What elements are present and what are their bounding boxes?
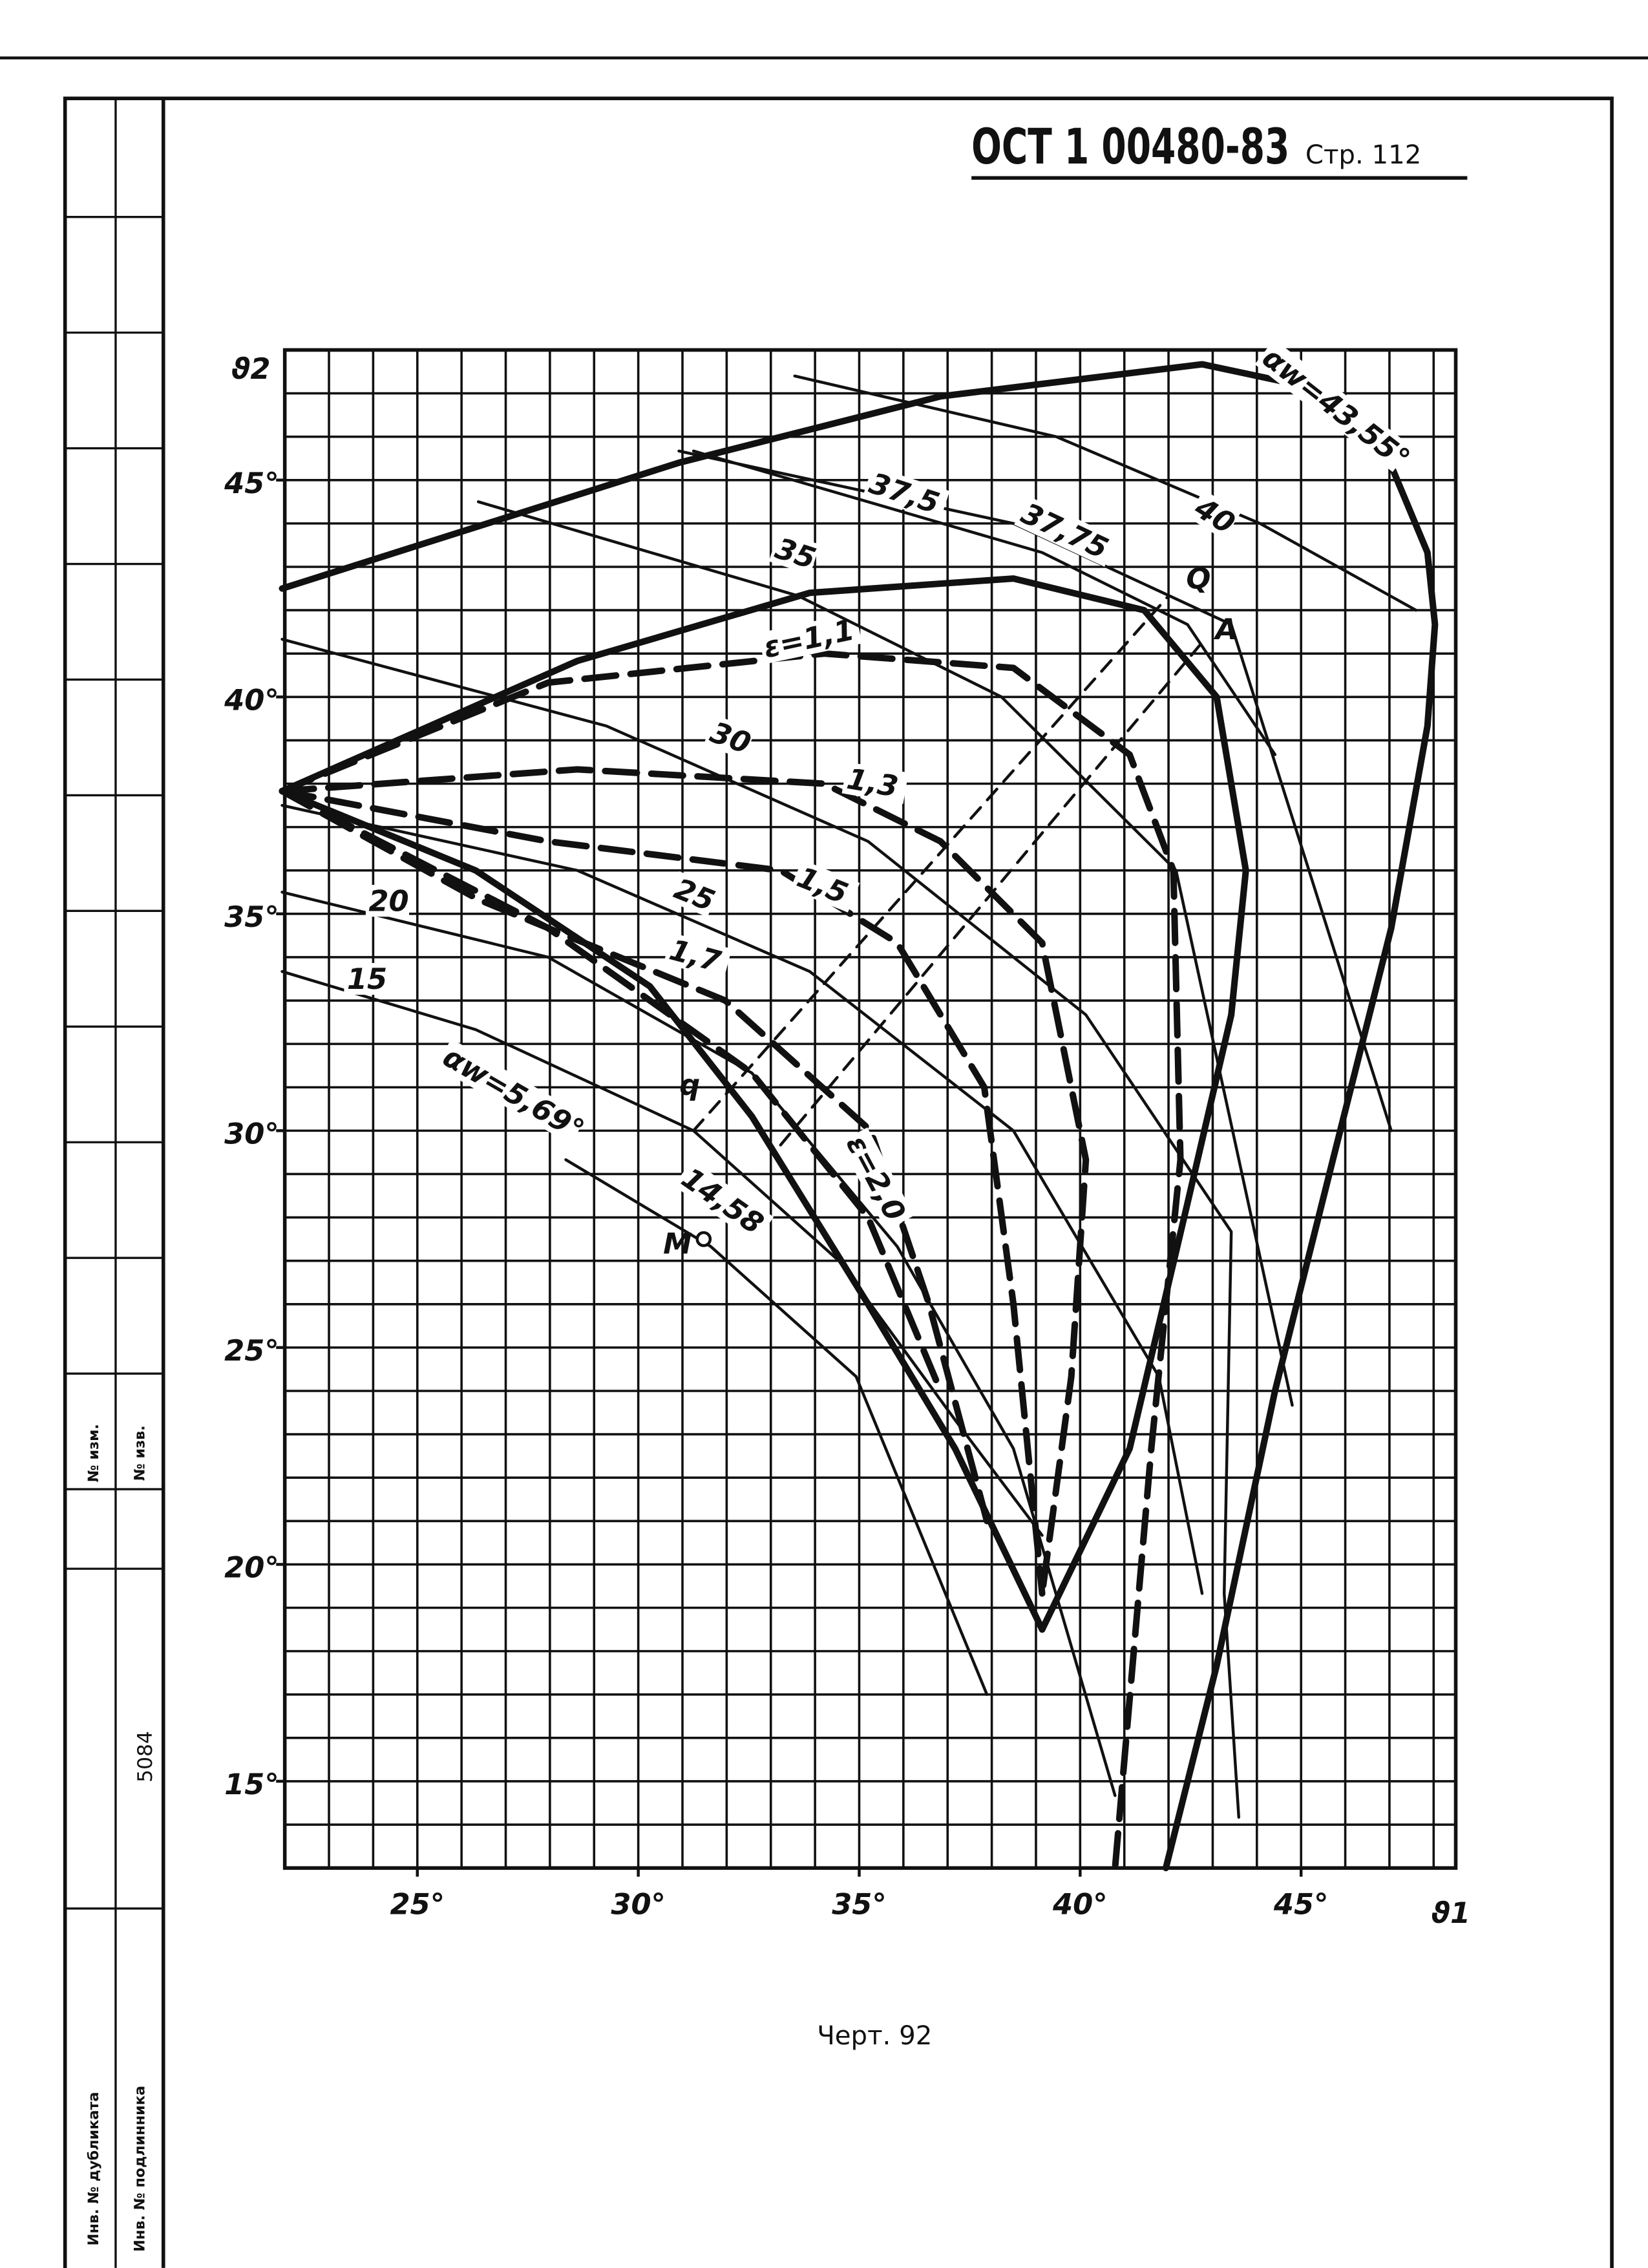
curve	[677, 449, 1393, 1132]
curve	[279, 361, 1439, 1872]
stamp-change: № изв.	[132, 1425, 149, 1481]
x-tick-label: 40°	[1052, 1887, 1108, 1922]
y-tick-label: 20°	[224, 1551, 279, 1585]
label-backdrop	[663, 933, 732, 980]
x-tick-label: 35°	[832, 1887, 887, 1922]
annotation: q	[679, 1068, 700, 1102]
curve	[476, 500, 1294, 1407]
curve-label: 15	[347, 962, 387, 996]
curve-label: 1,3	[845, 761, 901, 804]
label-backdrop	[1187, 489, 1241, 540]
y-tick-label: 25°	[224, 1333, 279, 1368]
y-tick-label: 40°	[224, 683, 279, 717]
curve	[279, 787, 944, 1395]
y-tick-label: 45°	[224, 466, 279, 500]
stamp-duplicate: Инв. № дубликата	[85, 2092, 102, 2245]
stamp-number: 5084	[134, 1731, 157, 1783]
stamp-original: Инв. № подлинника	[132, 2086, 149, 2252]
curve	[280, 637, 1241, 1819]
label-backdrop	[1254, 339, 1413, 472]
label-backdrop	[703, 715, 755, 760]
annotation: A	[1214, 612, 1238, 646]
label-backdrop	[365, 885, 410, 917]
label-backdrop	[768, 531, 820, 575]
curve	[779, 637, 1207, 1147]
label-backdrop	[841, 761, 909, 804]
curve	[279, 787, 991, 1525]
curve	[692, 594, 1170, 1132]
label-backdrop	[790, 860, 860, 913]
curve	[793, 374, 1418, 612]
label-backdrop	[863, 465, 950, 522]
curve	[692, 449, 1277, 756]
y-tick-label: 30°	[224, 1116, 279, 1150]
label-backdrop	[673, 1160, 774, 1244]
label-backdrop	[344, 962, 388, 995]
label-backdrop	[757, 612, 862, 664]
y-tick-label: 15°	[224, 1767, 279, 1801]
curve	[279, 650, 1184, 1872]
label-backdrop	[667, 871, 720, 917]
stamp-change: № изм.	[85, 1424, 102, 1482]
caption: Черт. 92	[817, 2021, 932, 2051]
label-backdrop	[839, 1127, 914, 1231]
x-tick-label: 45°	[1273, 1887, 1329, 1922]
annotation: M	[663, 1226, 692, 1260]
curve	[280, 891, 1117, 1797]
label-backdrop	[1014, 496, 1118, 567]
annotation: Q	[1186, 562, 1210, 596]
curve	[279, 787, 1046, 1597]
header-code: ОСТ 1 00480-83	[971, 118, 1289, 175]
x-tick-label: 30°	[611, 1887, 666, 1922]
x-tick-label: 25°	[390, 1887, 445, 1922]
curve	[564, 1158, 989, 1696]
curve-label: 20	[368, 884, 408, 918]
curve	[280, 970, 1044, 1537]
x-axis-label: ϑ1	[1431, 1896, 1470, 1930]
y-tick-label: 35°	[224, 900, 279, 934]
sidebar-cells	[65, 215, 164, 1910]
header-page: Стр. 112	[1305, 140, 1422, 170]
y-axis-label: ϑ2	[231, 352, 271, 386]
curve	[280, 803, 1204, 1595]
label-backdrop	[435, 1039, 587, 1145]
drawing-frame	[63, 96, 1614, 2268]
curve	[279, 787, 1046, 1633]
point-marker	[695, 1231, 712, 1247]
